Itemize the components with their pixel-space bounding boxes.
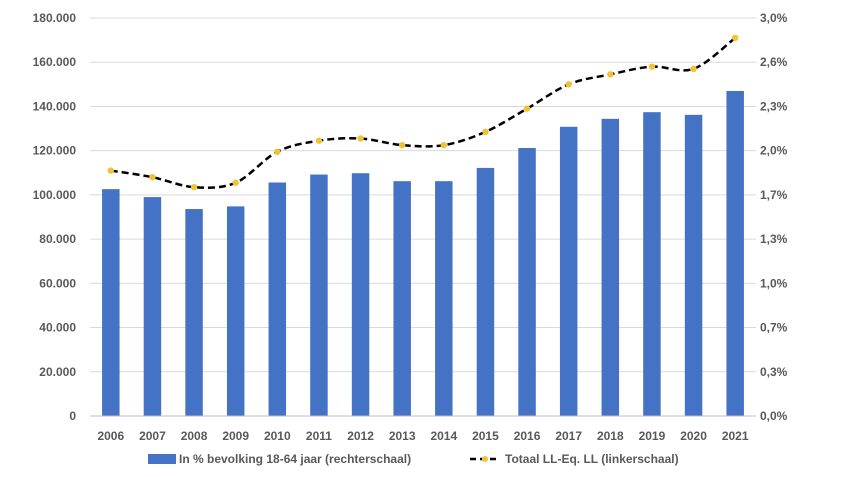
line-marker (190, 183, 198, 191)
legend-label-line: Totaal LL-Eq. LL (linkerschaal) (505, 452, 679, 466)
left-axis-tick-label: 160.000 (33, 55, 77, 69)
right-axis-tick-label: 0,7% (760, 321, 788, 335)
line-marker (482, 128, 489, 136)
x-axis-tick-label: 2015 (472, 429, 499, 443)
right-axis-tick-label: 0,3% (760, 365, 788, 379)
line-marker (731, 34, 739, 42)
bar (185, 209, 203, 416)
bar (684, 114, 703, 416)
x-axis-tick-label: 2009 (222, 429, 249, 443)
line-marker (398, 141, 406, 149)
bar (226, 206, 245, 416)
bar (310, 174, 328, 416)
x-axis-tick-label: 2011 (306, 429, 332, 443)
x-axis-tick-label: 2013 (389, 429, 416, 443)
bar (601, 118, 620, 417)
right-axis-tick-label: 1,0% (760, 276, 788, 290)
line-marker (690, 65, 697, 73)
x-axis-tick-label: 2014 (430, 429, 457, 443)
bar (435, 181, 453, 416)
x-axis-tick-label: 2012 (347, 429, 374, 443)
x-axis-tick-label: 2019 (639, 429, 666, 443)
x-axis-tick-label: 2010 (264, 429, 291, 443)
bar (518, 148, 536, 416)
left-axis-tick-label: 80.000 (39, 232, 76, 246)
right-axis-tick-label: 2,0% (760, 144, 788, 158)
line-marker (440, 141, 448, 149)
right-axis-tick-label: 2,6% (760, 55, 788, 69)
right-axis-tick-label: 3,0% (760, 11, 788, 25)
line-marker (648, 63, 656, 70)
legend-swatch-bars (148, 454, 176, 464)
legend-label-bars: In % bevolking 18-64 jaar (rechterschaal… (179, 452, 411, 466)
x-axis-tick-label: 2020 (680, 429, 707, 443)
right-axis-tick-label: 2,3% (760, 99, 788, 113)
left-axis-tick-label: 60.000 (39, 276, 76, 290)
x-axis-tick-label: 2017 (555, 429, 582, 443)
line-series (107, 34, 739, 191)
x-axis-tick-label: 2008 (181, 429, 208, 443)
bar-series (102, 90, 744, 417)
bar (643, 112, 661, 417)
x-axis-tick-label: 2007 (139, 429, 166, 443)
bar (351, 173, 370, 416)
left-axis-tick-label: 100.000 (33, 188, 77, 202)
x-axis-tick-label: 2021 (722, 429, 749, 443)
bar (143, 197, 162, 416)
line-marker (107, 167, 115, 174)
bar (102, 189, 120, 416)
left-axis-tick-label: 0 (69, 409, 76, 423)
line-marker (565, 81, 572, 88)
bar (726, 90, 744, 416)
line-marker (149, 174, 156, 181)
left-axis-tick-label: 140.000 (33, 99, 77, 113)
line-marker (357, 135, 364, 142)
x-axis-tick-label: 2016 (514, 429, 541, 443)
left-axis-tick-label: 180.000 (33, 11, 77, 25)
line-path (110, 36, 736, 189)
legend-swatch-marker (482, 456, 488, 462)
right-axis-tick-label: 0,0% (760, 409, 788, 423)
line-marker (315, 137, 323, 144)
legend: In % bevolking 18-64 jaar (rechterschaal… (148, 452, 679, 466)
bar (559, 126, 578, 416)
axes: 0 20.000 40.000 60.000 80.000 100.000 120.000 1… (33, 11, 788, 443)
right-axis-tick-label: 1,7% (760, 188, 788, 202)
right-axis-tick-label: 1,3% (760, 232, 788, 246)
left-axis-tick-label: 40.000 (39, 321, 76, 335)
line-marker (523, 105, 531, 112)
bar (393, 181, 411, 416)
line-marker (274, 148, 281, 155)
left-axis-tick-label: 120.000 (33, 144, 77, 158)
line-marker (232, 179, 239, 186)
line-marker (607, 71, 614, 78)
x-axis-tick-label: 2006 (97, 429, 124, 443)
left-axis-tick-label: 20.000 (39, 365, 76, 379)
x-axis-tick-label: 2018 (597, 429, 624, 443)
bar (268, 182, 287, 416)
bar (476, 167, 495, 416)
